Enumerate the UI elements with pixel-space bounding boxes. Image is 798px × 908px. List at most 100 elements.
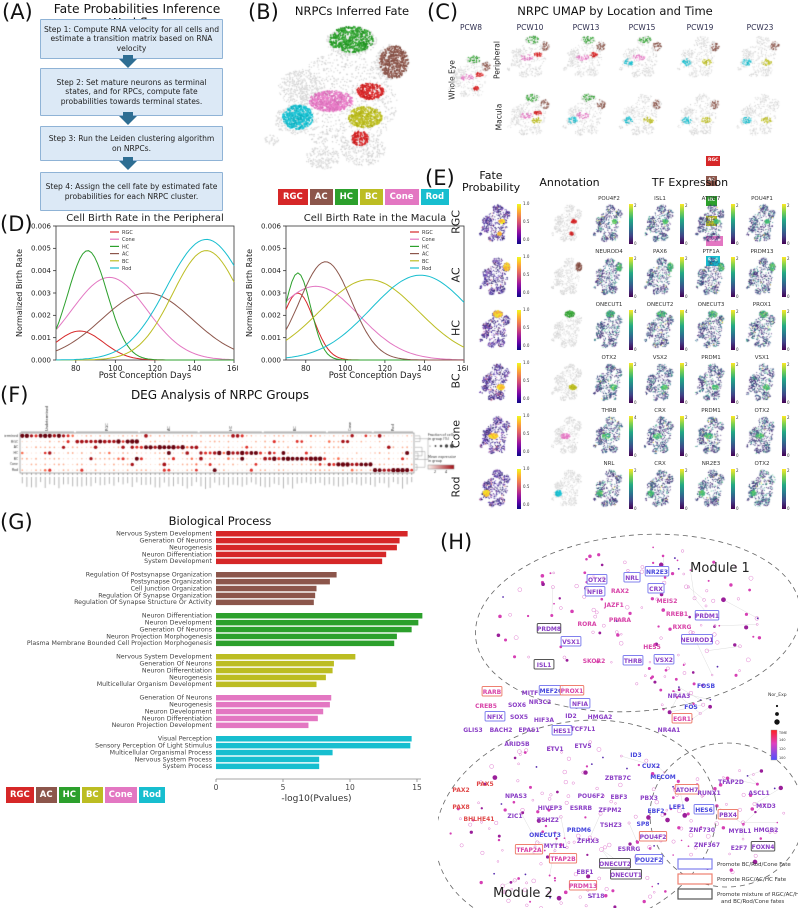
svg-text:Neuron Differentiation: Neuron Differentiation [142,715,212,722]
curve-ac [55,292,235,352]
tf-map-nrl [592,468,626,510]
tf-colorbar-tick: 2 [736,415,739,420]
gene-node-rax2: RAX2 [611,588,629,595]
gene-node-etv1: ETV1 [546,746,563,753]
tf-map-otx2 [745,468,779,510]
gene-node-prdm6: PRDM6 [567,827,591,834]
svg-text:0.000: 0.000 [31,356,51,364]
gene-node-st18: ST18 [588,893,605,900]
tf-colorbar [731,416,735,456]
tf-colorbar-tick: 0 [736,294,739,299]
svg-text:5: 5 [281,783,286,792]
svg-text:0.005: 0.005 [31,245,51,253]
tf-map-otx2 [745,415,779,457]
tf-map-neurod4 [592,256,626,298]
gene-label-onecut2: ONECUT2 [646,302,674,308]
gene-node-fosb: FOSB [697,683,716,690]
gene-box-nr2e3 [644,566,670,577]
svg-text:140: 140 [187,364,202,373]
pcw-header-PCW15: PCW15 [628,23,656,32]
tf-colorbar-tick: 2 [634,256,637,261]
umap-pcw19-peripheral [675,34,725,81]
svg-text:Neuron Development: Neuron Development [145,708,213,715]
svg-text:15: 15 [412,783,422,792]
tf-colorbar-tick: 2 [736,468,739,473]
tf-map-ptf1a [694,256,728,298]
svg-text:BC: BC [122,259,129,265]
umap-pcw19-macula [675,92,725,139]
svg-text:HC: HC [422,244,430,250]
legend-chip-cone: Cone [104,787,137,803]
fate-colorbar-tick: 1.0 [523,466,530,471]
svg-text:Multicellular Organism Develop: Multicellular Organism Development [97,681,213,688]
time-colorbar-tick: 140 [779,738,785,742]
pcw-header-PCW19: PCW19 [686,23,714,32]
nor-exp-legend-title: Nor_Exp [768,692,787,698]
panel-e-header-annotation: Annotation [539,176,600,189]
fate-colorbar-tick: 0.5 [523,219,530,224]
gene-node-lef1: LEF1 [669,804,685,811]
svg-text:BC: BC [422,259,429,265]
gene-label-otx2: OTX2 [754,461,770,467]
fate-colorbar [517,416,521,456]
pcw-header-PCW13: PCW13 [572,23,600,32]
workflow-arrow-3 [123,157,133,162]
gene-node-zfhx3: ZFHX3 [577,838,599,845]
panel-a-label: (A) [2,0,33,24]
row-label-bc: BC [449,373,463,389]
panel-c-title: NRPC UMAP by Location and Time [517,4,713,18]
svg-text:Neuron Development: Neuron Development [145,620,213,627]
gene-node-nr4a3: NR4A3 [668,693,691,700]
workflow-arrow-1 [123,55,133,60]
gene-node-otx2: OTX2 [588,577,606,584]
tf-colorbar-tick: 2 [736,362,739,367]
tf-colorbar [731,204,735,244]
gene-node-skor2: SKOR2 [583,658,606,665]
annotation-map-rgc [550,203,586,245]
gene-node-myt1l: MYT1L [544,843,567,850]
svg-text:160: 160 [457,364,468,373]
tf-network: OTX2 NFIB RAX2 NRL NR2E3 CRX JAZF1 MEIS2 RREB1 PR… [438,533,798,908]
curve-rgc [285,292,464,361]
curve-cone [285,285,465,361]
svg-text:Cone: Cone [422,237,435,243]
svg-text:0.003: 0.003 [31,289,51,297]
legend-chip-hc: HC [58,787,80,803]
fate-colorbar-tick: 0.5 [523,378,530,383]
svg-text:Neurogenesis: Neurogenesis [169,544,212,551]
tf-colorbar-tick: 0 [634,400,637,405]
gene-node-creb5: CREB5 [475,703,497,710]
gene-node-e2f7: E2F7 [731,845,748,852]
gene-node-esrrb: ESRRB [570,805,593,812]
gene-box-vsx2 [653,654,675,665]
annotation-map-cone [550,415,586,457]
tf-colorbar-tick: 0 [685,347,688,352]
gene-node-zic1: ZIC1 [507,813,522,820]
tf-colorbar-tick: 0 [685,241,688,246]
workflow-step-1: Step 1: Compute RNA velocity for all cel… [40,19,223,59]
tf-colorbar [629,310,633,350]
fate-colorbar-tick: 0.0 [523,237,530,242]
fate-map-cone [478,415,514,457]
gene-label-prdm13: PRDM13 [750,249,774,255]
gene-label-nrl: NRL [603,461,615,467]
tf-colorbar-tick: 0 [634,453,637,458]
tf-colorbar-tick: 2 [787,256,790,261]
fate-colorbar [517,363,521,403]
tf-colorbar [680,416,684,456]
gene-label-neurod4: NEUROD4 [595,249,623,255]
tf-map-otx2 [592,362,626,404]
svg-text:80: 80 [301,364,311,373]
curve-hc [55,250,234,361]
svg-text:Generation Of Neurons: Generation Of Neurons [140,626,212,633]
gene-node-esrrg: ESRRG [618,846,641,853]
gene-box-pbx4 [717,809,739,820]
gene-label-thrb: THRB [601,408,617,414]
svg-text:10: 10 [345,783,355,792]
module-2-label: Module 2 [493,886,553,901]
fate-colorbar-tick: 0.0 [523,343,530,348]
pcw-header-PCW10: PCW10 [516,23,544,32]
gene-node-epas1: EPAS1 [518,727,539,734]
network-legend-box-red [677,873,713,885]
svg-text:Cone: Cone [122,237,135,243]
